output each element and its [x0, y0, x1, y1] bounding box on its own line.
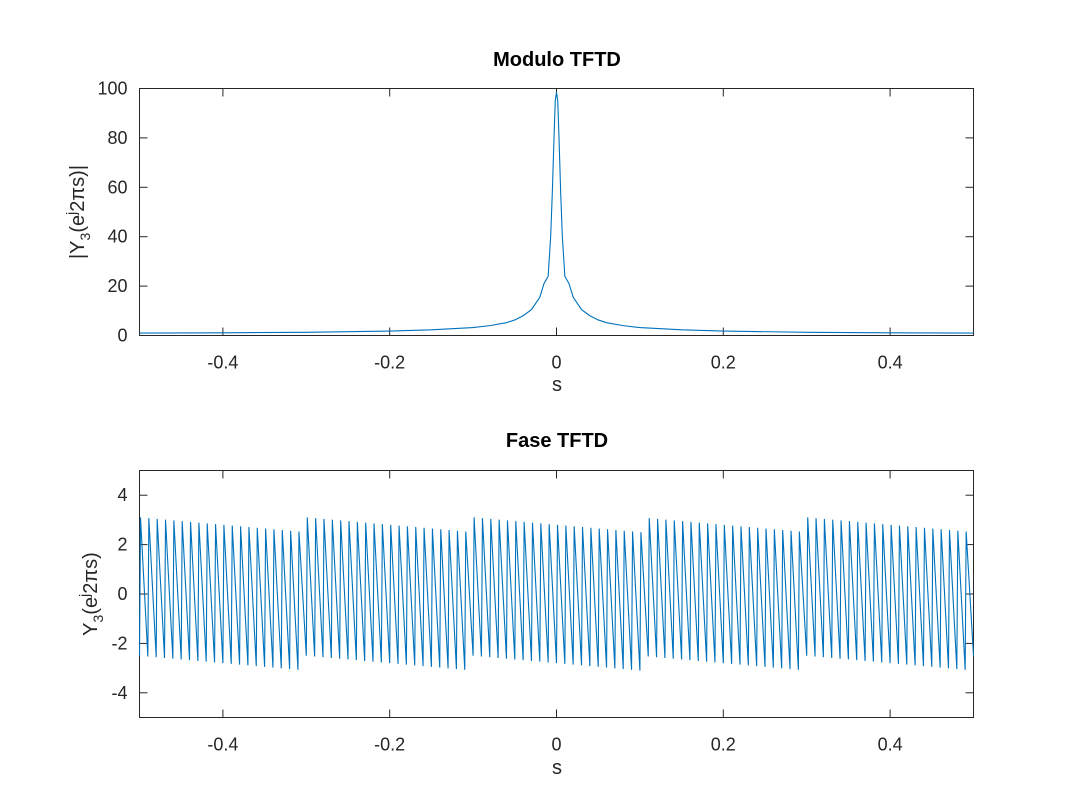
phase-ytick-label: -2	[111, 633, 127, 653]
magnitude-xtick-label: 0.2	[711, 353, 736, 373]
magnitude-xtick-label: 0.4	[878, 353, 903, 373]
magnitude-xtick-label: 0	[551, 353, 561, 373]
magnitude-ylabel: |Y3(ej2πs)|	[63, 165, 93, 259]
magnitude-ytick-label: 80	[107, 128, 127, 148]
magnitude-subplot: Modulo TFTD -0.4 -0.2 0 0.2 0.4020406080100 …	[63, 49, 974, 396]
phase-ylabel: Y3(ej2πs)	[76, 552, 106, 636]
magnitude-ytick-label: 20	[107, 276, 127, 296]
phase-xtick-label: -0.2	[374, 735, 405, 755]
magnitude-ytick-label: 40	[107, 227, 127, 247]
phase-xlabel: s	[552, 757, 562, 779]
phase-ytick-label: 4	[117, 485, 127, 505]
phase-subplot: Fase TFTD -0.4 -0.2 0 0.2 0.4 -4 -2 0 2 4 s Y3(ej…	[76, 430, 975, 779]
magnitude-ytick-label: 60	[107, 177, 127, 197]
magnitude-ytick-label: 0	[117, 326, 127, 346]
phase-line	[138, 517, 975, 671]
magnitude-line	[139, 92, 974, 334]
phase-xtick-label: -0.4	[207, 735, 238, 755]
phase-xtick-label: 0	[551, 735, 561, 755]
phase-ytick-label: -4	[111, 683, 127, 703]
magnitude-ytick-label: 100	[97, 79, 127, 99]
phase-xtick-label: 0.2	[711, 735, 736, 755]
phase-ytick-label: 0	[117, 584, 127, 604]
magnitude-title: Modulo TFTD	[493, 49, 621, 71]
magnitude-xtick-label: -0.2	[374, 353, 405, 373]
phase-ytick-label: 2	[117, 535, 127, 555]
magnitude-ticks: -0.4 -0.2 0 0.2 0.4 0 20 40 60 80 100	[97, 79, 974, 373]
magnitude-xlabel: s	[552, 374, 562, 396]
phase-ticks: -0.4 -0.2 0 0.2 0.4 -4 -2 0 2 4	[111, 470, 974, 755]
phase-xtick-label: 0.4	[878, 735, 903, 755]
magnitude-xtick-label: -0.4	[207, 353, 238, 373]
phase-title: Fase TFTD	[506, 430, 608, 452]
magnitude-axes-frame	[139, 88, 974, 336]
